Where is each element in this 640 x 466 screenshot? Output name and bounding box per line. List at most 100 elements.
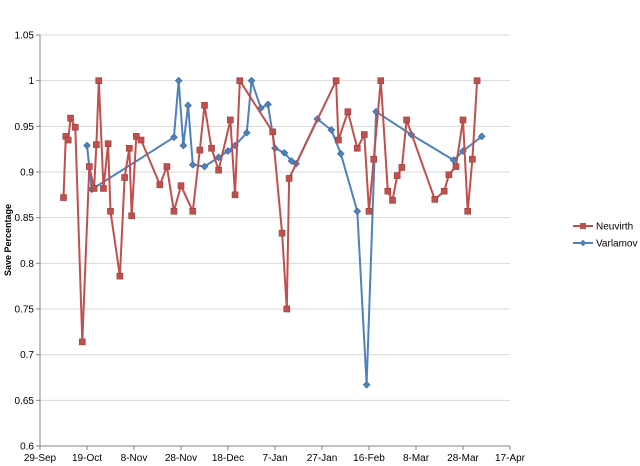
x-tick-label: 27-Jan	[307, 453, 338, 464]
legend: Neuvirth Varlamov	[573, 222, 638, 250]
data-point-neuvirth	[398, 164, 406, 171]
data-point-neuvirth	[473, 77, 481, 84]
data-point-neuvirth	[201, 102, 208, 109]
data-point-neuvirth	[283, 305, 291, 313]
data-point-neuvirth	[79, 338, 86, 346]
data-point-varlamov	[188, 160, 197, 169]
x-tick-label: 18-Dec	[212, 453, 244, 464]
x-tick-label: 17-Apr	[495, 453, 526, 464]
data-point-neuvirth	[64, 136, 72, 144]
data-point-neuvirth	[104, 140, 112, 147]
data-point-neuvirth	[452, 163, 460, 170]
data-point-neuvirth	[269, 128, 276, 136]
data-point-neuvirth	[126, 144, 133, 152]
x-tick-label: 28-Nov	[165, 453, 197, 464]
data-point-varlamov	[179, 141, 188, 150]
data-point-neuvirth	[464, 207, 472, 215]
data-point-varlamov	[353, 207, 362, 216]
x-tick-label: 29-Sep	[24, 453, 57, 464]
data-point-neuvirth	[353, 144, 361, 152]
x-tick-label: 19-Oct	[72, 453, 102, 464]
legend-marker-neuvirth	[580, 223, 586, 229]
y-tick-label: 0.7	[20, 350, 34, 361]
data-point-neuvirth	[116, 272, 124, 280]
y-tick-label: 0.75	[15, 305, 35, 316]
y-tick-label: 0.65	[15, 396, 35, 407]
data-point-neuvirth	[459, 116, 467, 124]
data-point-neuvirth	[189, 207, 197, 215]
data-point-neuvirth	[67, 114, 74, 122]
data-point-neuvirth	[163, 163, 171, 170]
data-point-neuvirth	[445, 171, 453, 179]
data-point-neuvirth	[137, 136, 145, 144]
data-point-varlamov	[83, 141, 91, 150]
x-tick-label: 16-Feb	[353, 453, 385, 464]
data-point-neuvirth	[344, 108, 352, 116]
legend-item-neuvirth: Neuvirth	[573, 222, 633, 233]
data-point-neuvirth	[370, 155, 378, 163]
data-point-varlamov	[327, 126, 336, 134]
data-point-varlamov	[247, 76, 256, 85]
data-point-neuvirth	[71, 123, 79, 131]
axes	[36, 34, 511, 450]
legend-label-neuvirth: Neuvirth	[596, 222, 633, 233]
data-point-neuvirth	[128, 212, 135, 220]
y-tick-label: 0.9	[20, 168, 34, 179]
data-point-varlamov	[224, 147, 232, 155]
x-tick-label: 7-Jan	[262, 453, 287, 464]
data-point-neuvirth	[86, 163, 93, 170]
data-point-neuvirth	[196, 146, 204, 154]
data-point-neuvirth	[90, 185, 98, 192]
data-point-varlamov	[336, 149, 345, 158]
legend-marker-varlamov	[579, 239, 587, 247]
data-point-neuvirth	[440, 187, 448, 195]
data-point-neuvirth	[170, 207, 178, 215]
data-point-neuvirth	[332, 77, 340, 84]
data-point-neuvirth	[107, 207, 114, 215]
data-point-neuvirth	[335, 136, 342, 144]
data-point-neuvirth	[285, 175, 293, 182]
data-point-varlamov	[242, 128, 251, 137]
data-point-neuvirth	[278, 229, 286, 237]
y-tick-labels: 0.6 0.65 0.7 0.75 0.8 0.85 0.9 0.95 1 1.05	[15, 31, 35, 453]
data-point-neuvirth	[227, 116, 234, 124]
series-layer	[60, 76, 486, 389]
data-point-neuvirth	[95, 77, 103, 84]
data-point-neuvirth	[215, 166, 222, 174]
data-point-neuvirth	[365, 207, 373, 215]
data-point-varlamov	[170, 133, 178, 142]
x-tick-label: 8-Mar	[403, 453, 430, 464]
data-point-neuvirth	[403, 116, 410, 124]
data-point-neuvirth	[377, 77, 385, 84]
data-point-varlamov	[184, 101, 192, 110]
data-point-varlamov	[287, 157, 296, 165]
x-tick-labels: 29-Sep 19-Oct 8-Nov 28-Nov 18-Dec 7-Jan 27-Jan…	[24, 453, 526, 464]
data-point-neuvirth	[156, 181, 164, 189]
y-axis-title: Save Percentage	[3, 204, 13, 276]
y-tick-label: 0.95	[15, 122, 35, 133]
data-point-varlamov	[174, 76, 183, 85]
data-point-neuvirth	[100, 185, 107, 192]
data-point-neuvirth	[121, 174, 128, 181]
data-point-neuvirth	[93, 141, 100, 148]
data-point-neuvirth	[133, 133, 140, 140]
legend-item-varlamov: Varlamov	[573, 239, 638, 250]
y-tick-label: 0.6	[20, 442, 34, 453]
x-tick-label: 8-Nov	[121, 453, 148, 464]
data-point-neuvirth	[393, 172, 401, 179]
y-tick-label: 0.8	[20, 259, 34, 270]
data-point-neuvirth	[177, 182, 185, 189]
data-point-neuvirth	[360, 131, 368, 138]
data-point-neuvirth	[236, 77, 244, 84]
y-tick-label: 1.05	[15, 31, 35, 42]
data-point-neuvirth	[231, 191, 239, 199]
data-point-varlamov	[280, 148, 289, 157]
data-point-neuvirth	[389, 197, 396, 204]
x-tick-label: 28-Mar	[447, 453, 479, 464]
legend-label-varlamov: Varlamov	[596, 239, 638, 250]
data-point-varlamov	[362, 380, 371, 389]
data-point-varlamov	[477, 132, 486, 141]
data-point-neuvirth	[208, 144, 215, 152]
